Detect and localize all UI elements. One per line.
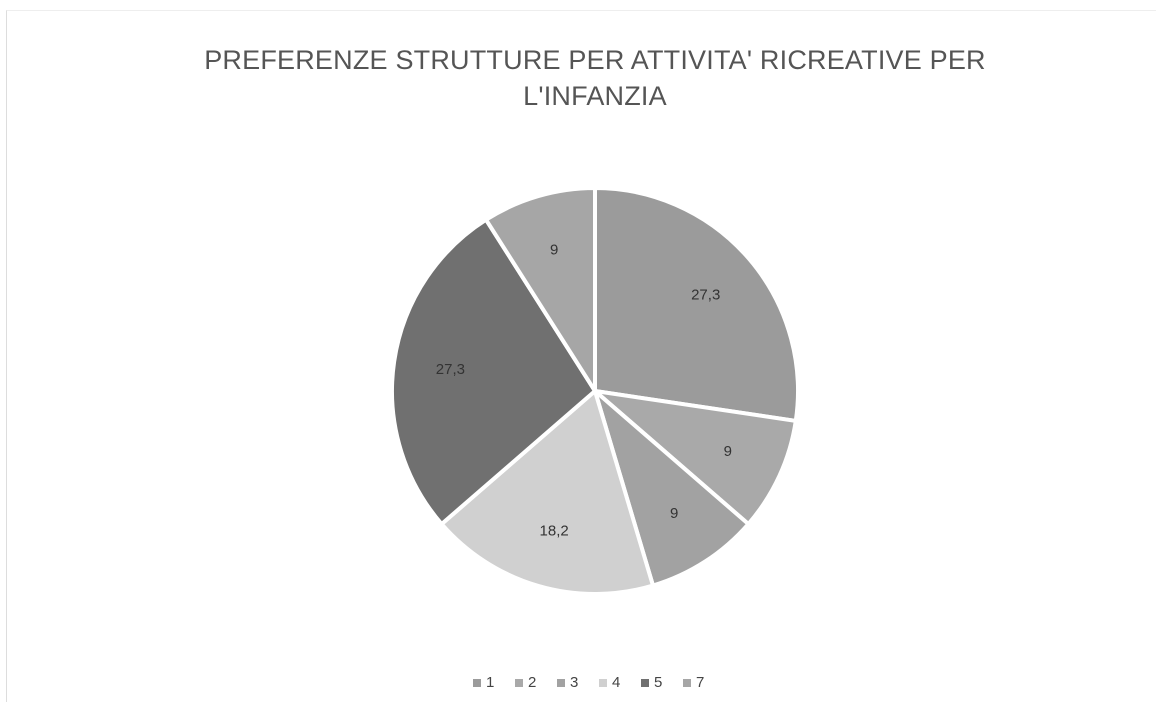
legend-label: 3 [570,674,578,691]
data-label: 9 [550,242,558,259]
pie-slice [390,216,598,527]
data-label: 9 [724,443,732,460]
pie-slice [483,185,597,398]
legend-swatch [641,679,649,687]
legend-label: 5 [654,674,662,691]
legend-swatch [515,679,523,687]
legend-swatch [599,679,607,687]
pie-slice [588,388,799,527]
legend-label: 2 [528,674,536,691]
pie-slice [438,387,656,596]
chart-frame [6,10,1156,702]
data-label: 27,3 [436,361,465,378]
legend-swatch [683,679,691,687]
legend-label: 4 [612,674,620,691]
data-label: 27,3 [691,287,720,304]
pie-slice [593,185,800,424]
legend-swatch [473,679,481,687]
legend-label: 7 [696,674,704,691]
legend-label: 1 [486,674,494,691]
chart-title: PREFERENZE STRUTTURE PER ATTIVITA' RICRE… [204,45,986,111]
legend-swatch [557,679,565,687]
pie-slice [591,384,752,589]
data-label: 18,2 [540,522,569,539]
data-label: 9 [670,505,678,522]
